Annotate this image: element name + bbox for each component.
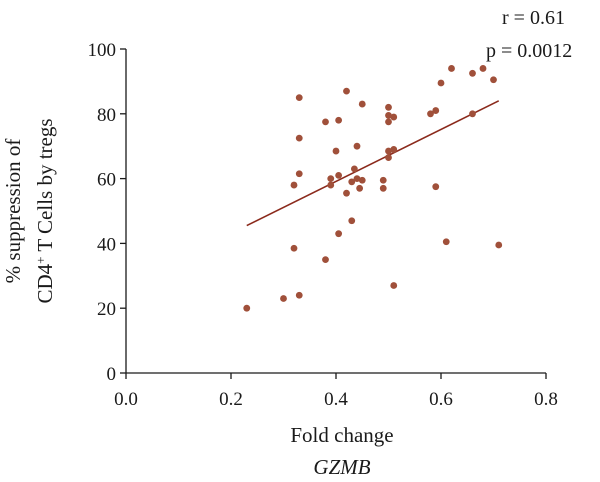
data-point xyxy=(385,112,392,119)
data-point xyxy=(335,171,343,179)
data-point xyxy=(295,94,303,101)
regression-line-group xyxy=(246,100,500,227)
data-point xyxy=(343,189,350,197)
axes xyxy=(125,49,546,374)
r-value-label: r = 0.61 xyxy=(502,7,565,29)
y-tick-label: 20 xyxy=(97,299,116,320)
data-point xyxy=(322,118,329,126)
data-point xyxy=(427,110,434,118)
data-point xyxy=(390,113,398,121)
y-tick-label: 0 xyxy=(107,364,117,385)
data-point xyxy=(469,69,476,77)
y-tick-label: 60 xyxy=(97,170,116,191)
data-point xyxy=(442,238,450,246)
y-tick-label: 100 xyxy=(88,40,117,61)
x-tick-label: 0.4 xyxy=(324,389,348,410)
x-tick-label: 0.8 xyxy=(534,389,558,410)
y-axis-title: % suppression of xyxy=(1,139,25,284)
data-point xyxy=(469,110,476,118)
data-point xyxy=(358,100,366,108)
data-point xyxy=(280,295,287,302)
data-point xyxy=(350,165,358,173)
data-point xyxy=(379,176,387,184)
data-point xyxy=(322,256,329,263)
data-point xyxy=(385,103,392,111)
data-point xyxy=(295,134,303,142)
x-tick-label: 0.2 xyxy=(219,389,243,410)
data-point xyxy=(448,65,455,72)
x-axis-title: Fold change xyxy=(290,423,393,447)
data-point xyxy=(432,107,440,114)
data-point xyxy=(495,241,503,249)
data-point xyxy=(327,175,335,183)
data-point xyxy=(343,87,350,95)
y-tick-label: 80 xyxy=(97,105,116,126)
data-point xyxy=(385,118,392,126)
data-point xyxy=(490,76,497,84)
data-point xyxy=(353,175,361,183)
y-axis-title-prefix: CD4 xyxy=(33,263,57,303)
y-axis-title-line1: % suppression of xyxy=(1,139,25,284)
data-point xyxy=(356,184,364,192)
data-point xyxy=(358,176,366,184)
data-point xyxy=(432,183,440,191)
data-point xyxy=(479,65,487,72)
data-point xyxy=(385,154,392,161)
data-point xyxy=(290,181,298,189)
data-point xyxy=(332,147,340,155)
x-tick-label: 0.6 xyxy=(429,389,453,410)
data-point xyxy=(353,142,361,150)
data-point xyxy=(243,304,251,312)
p-value-label: p = 0.0012 xyxy=(486,40,572,62)
regression-line xyxy=(246,100,500,227)
data-point xyxy=(437,79,445,87)
y-axis-title-suffix: T Cells by tregs xyxy=(33,118,57,256)
data-point xyxy=(295,291,303,299)
data-points xyxy=(243,65,503,312)
data-point xyxy=(390,282,398,289)
data-point xyxy=(348,178,356,186)
data-point xyxy=(379,184,387,192)
data-point xyxy=(335,230,343,238)
data-point xyxy=(327,181,335,189)
y-axis-title-line2: CD4+ T Cells by tregs xyxy=(33,118,58,303)
y-axis-title-superscript: + xyxy=(33,257,48,264)
data-point xyxy=(390,146,398,153)
axis-ticks: 0.0 0.2 0.4 0.6 0.8 0 20 40 60 80 100 xyxy=(88,40,558,410)
y-tick-label: 40 xyxy=(97,234,116,255)
data-point xyxy=(290,244,298,252)
data-point xyxy=(348,217,356,225)
data-point xyxy=(335,116,343,124)
x-axis-gene-label: GZMB xyxy=(313,455,370,479)
x-tick-label: 0.0 xyxy=(114,389,138,410)
data-point xyxy=(385,147,392,155)
data-point xyxy=(295,170,303,178)
y-axis-title-2: CD4+ T Cells by tregs xyxy=(33,118,58,303)
